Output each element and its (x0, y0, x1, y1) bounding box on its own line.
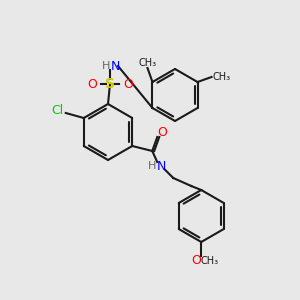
Text: H: H (148, 161, 156, 171)
Text: CH₃: CH₃ (200, 256, 218, 266)
Text: CH₃: CH₃ (138, 58, 157, 68)
Text: S: S (105, 77, 115, 91)
Text: O: O (191, 254, 201, 268)
Text: Cl: Cl (52, 104, 64, 118)
Text: O: O (87, 77, 97, 91)
Text: O: O (157, 127, 167, 140)
Text: CH₃: CH₃ (212, 72, 231, 82)
Text: N: N (110, 59, 120, 73)
Text: N: N (157, 160, 166, 172)
Text: O: O (123, 77, 133, 91)
Text: H: H (102, 61, 110, 71)
